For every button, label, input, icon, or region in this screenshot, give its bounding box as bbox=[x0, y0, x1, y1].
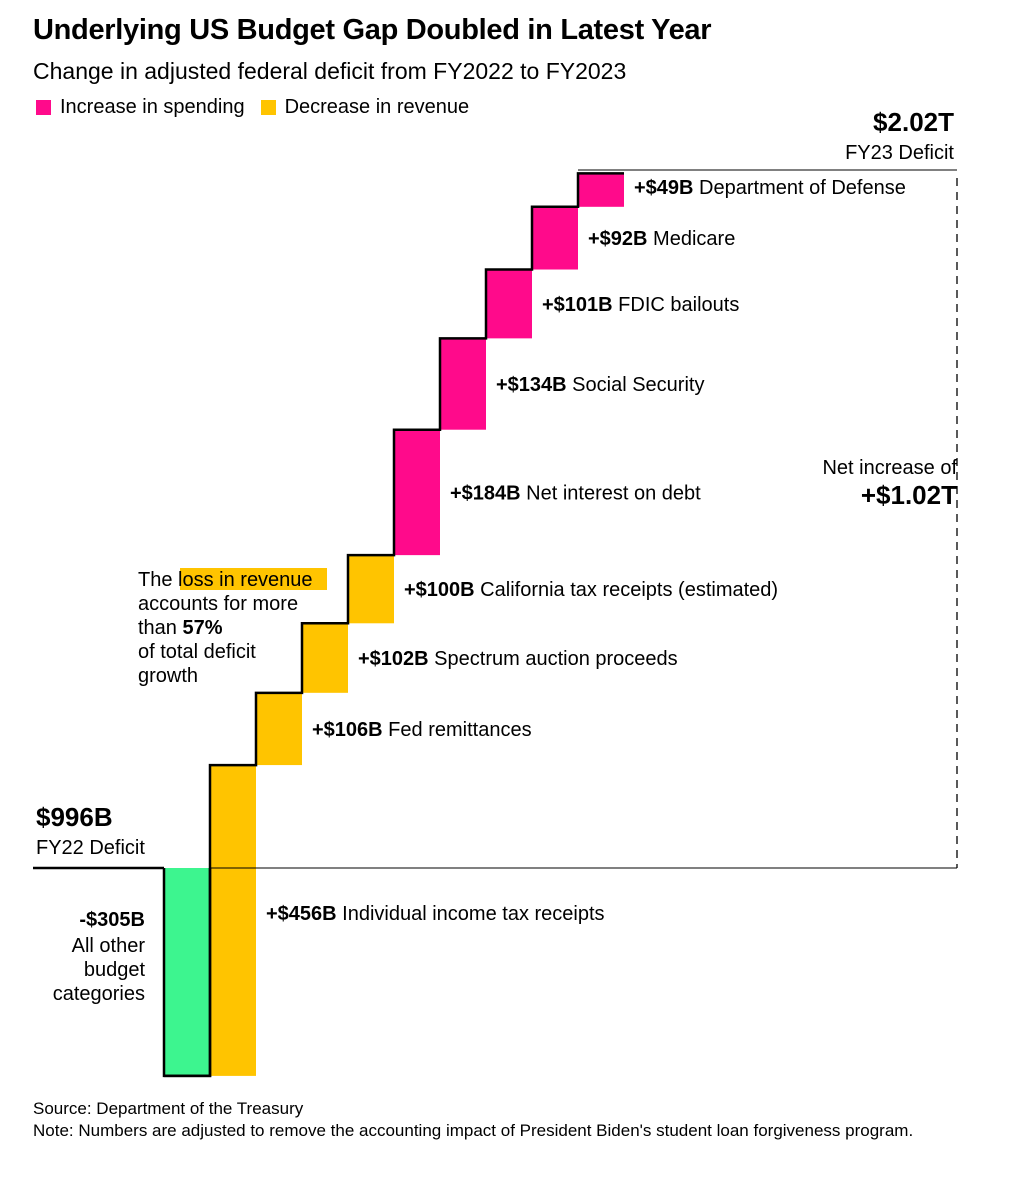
bar-california-tax-receipts-estimated bbox=[348, 555, 394, 624]
label-fed-remittances: +$106B Fed remittances bbox=[312, 719, 532, 741]
label-net-interest-on-debt: +$184B Net interest on debt bbox=[450, 482, 701, 504]
label-name-all-other-budget-categories-line2: budget bbox=[84, 959, 146, 981]
bar-medicare bbox=[532, 206, 578, 270]
legend-label-revenue: Decrease in revenue bbox=[284, 96, 470, 118]
label-name-all-other-budget-categories-line3: categories bbox=[53, 983, 145, 1005]
methodology-note: Note: Numbers are adjusted to remove the… bbox=[33, 1121, 914, 1140]
label-social-security: +$134B Social Security bbox=[496, 374, 704, 396]
annotation-line3: than 57% bbox=[138, 617, 223, 639]
label-individual-income-tax-receipts: +$456B Individual income tax receipts bbox=[266, 903, 605, 925]
bar-fdic-bailouts bbox=[486, 269, 532, 339]
bar-fed-remittances bbox=[256, 692, 302, 766]
source-note: Source: Department of the Treasury bbox=[33, 1099, 304, 1118]
staircase-outline bbox=[162, 172, 624, 1078]
annotation-line2: accounts for more bbox=[138, 593, 298, 615]
label-medicare: +$92B Medicare bbox=[588, 228, 735, 250]
annotation-highlight bbox=[180, 568, 327, 590]
legend-swatch-spending bbox=[36, 100, 51, 115]
label-fdic-bailouts: +$101B FDIC bailouts bbox=[542, 294, 739, 316]
fy22-label: FY22 Deficit bbox=[36, 837, 145, 859]
bar-spectrum-auction-proceeds bbox=[302, 623, 348, 693]
net-increase-label: Net increase of bbox=[822, 457, 957, 479]
bar-individual-income-tax-receipts bbox=[210, 765, 256, 1076]
legend-swatch-revenue bbox=[260, 100, 276, 115]
label-spectrum-auction-proceeds: +$102B Spectrum auction proceeds bbox=[358, 648, 678, 670]
chart-subtitle: Change in adjusted federal deficit from … bbox=[33, 58, 627, 84]
net-increase-value: +$1.02T bbox=[861, 480, 957, 510]
chart-title: Underlying US Budget Gap Doubled in Late… bbox=[33, 14, 712, 46]
chart-footer: Source: Department of the Treasury Note:… bbox=[33, 1098, 973, 1142]
annotation-line1: The loss in revenue bbox=[138, 569, 313, 591]
legend-item-revenue: Decrease in revenue bbox=[260, 96, 470, 119]
annotation-line4: of total deficit bbox=[138, 641, 256, 663]
bar-all-other-budget-categories bbox=[164, 868, 210, 1076]
fy23-value: $2.02T bbox=[873, 107, 954, 137]
bar-net-interest-on-debt bbox=[394, 429, 440, 556]
negative-bar-outline bbox=[164, 868, 212, 1078]
fy22-value: $996B bbox=[36, 802, 113, 832]
legend-label-spending: Increase in spending bbox=[60, 96, 245, 118]
label-name-all-other-budget-categories-line1: All other bbox=[72, 935, 146, 957]
legend-item-spending: Increase in spending bbox=[36, 96, 245, 119]
label-value-all-other-budget-categories: -$305B bbox=[79, 909, 145, 931]
label-california-tax-receipts-estimated: +$100B California tax receipts (estimate… bbox=[404, 579, 778, 601]
annotation-line5: growth bbox=[138, 665, 198, 687]
legend: Increase in spending Decrease in revenue bbox=[36, 96, 485, 119]
fy23-label: FY23 Deficit bbox=[845, 142, 954, 164]
bar-department-of-defense bbox=[578, 173, 624, 207]
label-department-of-defense: +$49B Department of Defense bbox=[634, 177, 906, 199]
bar-social-security bbox=[440, 338, 486, 430]
